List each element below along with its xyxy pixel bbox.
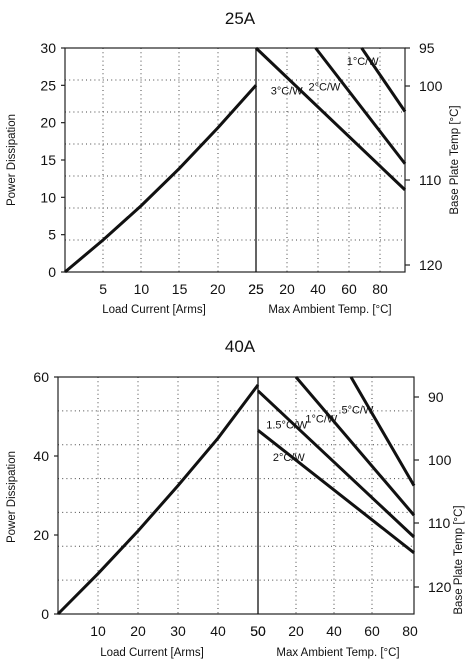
chart-25a-yticks: 0 5 10 15 20 25 30 [40, 40, 65, 280]
chart-25a-xlabel-left: Load Current [Arms] [102, 304, 206, 316]
chart-25a-base-plate-tick-label: 110 [419, 172, 442, 188]
chart-40a-curves: 2°C/W 1.5°C/W1°C/W.5°C/W [56, 376, 416, 616]
chart-25a-xtick-right-label: 25 [248, 281, 264, 297]
chart-25a-xticks-right: 25 20 40 60 80 [248, 281, 388, 297]
chart-40a-ytick-label: 20 [33, 527, 49, 543]
chart-40a-load-curve [56, 383, 260, 616]
chart-25a-base-plate-tick-label: 95 [419, 40, 435, 56]
chart-40a-derating-label: 1°C/W [305, 413, 338, 425]
chart-40a-derating-p5CW [349, 376, 416, 487]
chart-25a-ylabel-right: Base Plate Temp [°C] [449, 105, 461, 214]
chart-25a-derating-2CW [314, 47, 407, 165]
chart-40a-base-plate-tick-label: 90 [428, 389, 444, 405]
chart-25a-ytick-label: 10 [40, 189, 56, 205]
chart-40a-xtick-left-label: 40 [210, 623, 226, 639]
chart-25a: 25A 0 5 10 15 20 25 30 5 10 15 20 25 25 20 40 60 80 95… [6, 9, 461, 316]
chart-40a-ytick-label: 0 [41, 606, 49, 622]
chart-40a-derating-1p5CW [256, 389, 416, 539]
chart-25a-ytick-label: 0 [48, 264, 56, 280]
chart-25a-xtick-right-label: 60 [341, 281, 357, 297]
chart-25a-derating-label: 2°C/W [308, 82, 341, 94]
chart-25a-xtick-right-label: 80 [372, 281, 388, 297]
chart-40a-xtick-right-label: 60 [364, 623, 380, 639]
chart-25a-base-plate-tick-label: 120 [419, 257, 443, 273]
chart-25a-derating-1CW [360, 47, 407, 113]
chart-25a-title: 25A [225, 9, 256, 28]
chart-25a-derating-label: 3°C/W [271, 86, 304, 98]
chart-40a-xtick-left-label: 10 [90, 623, 106, 639]
chart-25a-xtick-right-label: 40 [310, 281, 326, 297]
chart-40a-base-plate-tick-label: 110 [428, 515, 451, 531]
chart-25a-load-curve [64, 84, 258, 274]
chart-25a-ytick-label: 15 [40, 152, 56, 168]
chart-25a-curves: 3°C/W 2°C/W 1°C/W [64, 46, 407, 274]
chart-25a-xtick-left-label: 20 [210, 281, 226, 297]
chart-25a-grid [65, 48, 405, 272]
chart-25a-base-plate-tick-label: 100 [419, 78, 443, 94]
chart-25a-base-plate-ticks: 95 100 110 120 [405, 40, 443, 273]
chart-25a-ytick-label: 5 [48, 227, 56, 243]
chart-25a-xtick-right-label: 20 [279, 281, 295, 297]
chart-40a-derating-label: .5°C/W [338, 405, 374, 417]
chart-40a-xticks-right: 50 20 40 60 80 [250, 623, 418, 639]
chart-40a-base-plate-ticks: 90 100 110 120 [414, 389, 452, 595]
chart-40a-derating-label: 1.5°C/W [266, 420, 308, 432]
chart-40a-xlabel-left: Load Current [Arms] [100, 647, 204, 659]
chart-40a-xticks-left: 10 20 30 40 50 [90, 623, 266, 639]
chart-40a-derating-label: 2°C/W [273, 452, 306, 464]
chart-40a-grid [58, 377, 414, 614]
chart-40a-yticks: 0 20 40 60 [33, 369, 58, 622]
chart-40a-xtick-left-label: 50 [250, 623, 266, 639]
chart-25a-ylabel: Power Dissipation [6, 114, 18, 206]
chart-40a-base-plate-tick-label: 100 [428, 452, 452, 468]
chart-25a-derating-label: 1°C/W [347, 56, 380, 68]
chart-25a-xtick-left-label: 15 [172, 281, 188, 297]
chart-25a-frame [64, 47, 406, 273]
chart-40a-xtick-right-label: 80 [402, 623, 418, 639]
chart-25a-xtick-left-label: 5 [99, 281, 107, 297]
chart-40a-ylabel-right: Base Plate Temp [°C] [453, 505, 465, 614]
chart-40a-frame [57, 376, 415, 615]
chart-40a-base-plate-tick-label: 120 [428, 579, 452, 595]
chart-40a-ylabel: Power Dissipation [6, 451, 18, 543]
chart-40a-xtick-left-label: 30 [170, 623, 186, 639]
chart-25a-xtick-left-label: 25 [248, 281, 264, 297]
chart-40a-xtick-right-label: 50 [250, 623, 266, 639]
chart-25a-ytick-label: 30 [40, 40, 56, 56]
chart-25a-xtick-left-label: 10 [134, 281, 150, 297]
chart-40a-title: 40A [225, 337, 256, 356]
chart-25a-ytick-label: 25 [40, 77, 56, 93]
chart-40a-derating-1CW [294, 376, 416, 517]
chart-25a-xlabel-right: Max Ambient Temp. [°C] [268, 304, 391, 316]
chart-40a-derating-2CW [257, 429, 415, 554]
chart-40a-xtick-right-label: 40 [326, 623, 342, 639]
chart-40a-ytick-label: 40 [33, 448, 49, 464]
chart-40a-xtick-left-label: 20 [130, 623, 146, 639]
chart-40a-xlabel-right: Max Ambient Temp. [°C] [276, 647, 399, 659]
chart-25a-ytick-label: 20 [40, 115, 56, 131]
chart-25a-derating-3CW [254, 46, 407, 191]
chart-40a-xtick-right-label: 20 [288, 623, 304, 639]
chart-40a-ytick-label: 60 [33, 369, 49, 385]
chart-25a-xticks-left: 5 10 15 20 25 [99, 281, 264, 297]
